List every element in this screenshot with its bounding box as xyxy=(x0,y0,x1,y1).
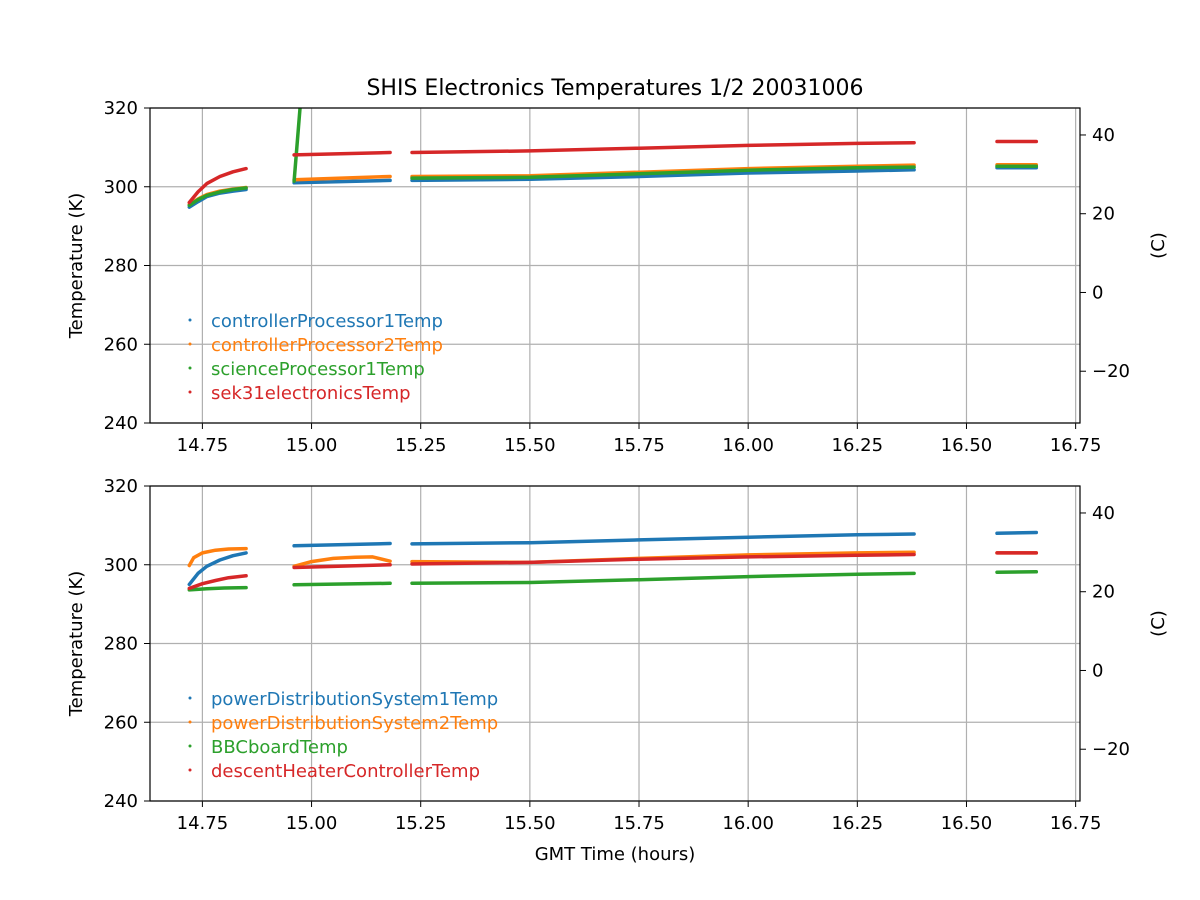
plot-area xyxy=(187,530,1039,592)
legend-marker xyxy=(188,720,192,724)
series-3-segment xyxy=(292,150,392,157)
top-panel: 14.75 15.00 15.25 15.50 15.75 16.00 16.25 16.50… xyxy=(66,98,1169,456)
x-tick-label: 16.25 xyxy=(832,813,884,834)
series-0-segment xyxy=(187,551,248,587)
y2-tick-label: 20 xyxy=(1092,582,1115,603)
legend-entry: scienceProcessor1Temp xyxy=(211,359,425,380)
x-tick-label: 16.00 xyxy=(722,813,774,834)
series-0-segment xyxy=(410,532,916,546)
legend-marker xyxy=(188,768,192,772)
x-tick-label: 16.75 xyxy=(1050,435,1102,456)
y2-tick-label: 0 xyxy=(1092,660,1103,681)
y-tick-label: 240 xyxy=(104,791,138,812)
bottom-panel: 14.75 15.00 15.25 15.50 15.75 16.00 16.25 16.50… xyxy=(66,476,1169,834)
y2-tick-label: 20 xyxy=(1092,204,1115,225)
legend-entry: BBCboardTemp xyxy=(211,737,348,758)
y2-tick-label: −20 xyxy=(1092,361,1130,382)
plot-area xyxy=(187,108,1039,209)
y2-tick-label: 40 xyxy=(1092,503,1115,524)
y2-tick-label: 40 xyxy=(1092,125,1115,146)
x-tick-label: 15.75 xyxy=(613,435,665,456)
series-1-segment xyxy=(187,546,248,568)
x-tick-label: 16.00 xyxy=(722,435,774,456)
legend-entry: descentHeaterControllerTemp xyxy=(211,761,480,782)
series-1-segment xyxy=(292,174,392,182)
series-2-segment xyxy=(292,581,392,587)
axes-frame xyxy=(149,485,1081,802)
x-tick-label: 15.00 xyxy=(286,813,338,834)
y2-axis-label: (C) xyxy=(1148,232,1169,259)
y-tick-label: 240 xyxy=(104,413,138,434)
y-tick-label: 260 xyxy=(104,712,138,733)
series-3-segment xyxy=(292,563,392,570)
series-2-segment xyxy=(410,165,916,180)
y-tick-label: 320 xyxy=(104,98,138,119)
legend-entry: powerDistributionSystem2Temp xyxy=(211,713,498,734)
x-tick-label: 16.25 xyxy=(832,435,884,456)
x-tick-label: 16.50 xyxy=(941,435,993,456)
x-tick-label: 14.75 xyxy=(177,435,229,456)
series-0-segment xyxy=(410,168,916,183)
legend-marker xyxy=(188,696,192,700)
series-1-segment xyxy=(292,555,392,569)
x-tick-label: 15.00 xyxy=(286,435,338,456)
series-3-segment xyxy=(410,140,916,155)
x-tick-label: 15.50 xyxy=(504,435,556,456)
series-0-segment xyxy=(292,541,392,548)
series-0-segment xyxy=(292,178,392,185)
legend-marker xyxy=(188,366,192,370)
series-0-segment xyxy=(995,530,1039,536)
figure-title: SHIS Electronics Temperatures 1/2 200310… xyxy=(366,76,863,101)
x-tick-label: 15.25 xyxy=(395,813,447,834)
x-axis-label: GMT Time (hours) xyxy=(535,844,696,865)
y-tick-label: 300 xyxy=(104,177,138,198)
legend-marker xyxy=(188,318,192,322)
legend-entry: controllerProcessor1Temp xyxy=(211,311,443,332)
y2-axis-label: (C) xyxy=(1148,610,1169,637)
series-3-segment xyxy=(410,552,916,566)
x-tick-label: 16.75 xyxy=(1050,813,1102,834)
x-tick-label: 14.75 xyxy=(177,813,229,834)
legend-entry: sek31electronicsTemp xyxy=(211,383,411,404)
series-2-segment xyxy=(187,585,248,592)
series-3-segment xyxy=(187,166,248,205)
legend-marker xyxy=(188,390,192,394)
series-2-segment xyxy=(410,571,916,586)
y2-tick-label: 0 xyxy=(1092,282,1103,303)
y-tick-label: 280 xyxy=(104,256,138,277)
series-3-segment xyxy=(187,574,248,591)
y-tick-label: 280 xyxy=(104,634,138,655)
legend-marker xyxy=(188,744,192,748)
x-tick-label: 15.25 xyxy=(395,435,447,456)
y-tick-label: 300 xyxy=(104,555,138,576)
legend-marker xyxy=(188,342,192,346)
legend-entry: powerDistributionSystem1Temp xyxy=(211,689,498,710)
x-tick-label: 15.50 xyxy=(504,813,556,834)
x-tick-label: 15.75 xyxy=(613,813,665,834)
y-axis-label: Temperature (K) xyxy=(66,193,87,340)
axes-frame xyxy=(149,107,1081,424)
y-axis-label: Temperature (K) xyxy=(66,571,87,718)
series-2-segment xyxy=(187,186,248,208)
x-tick-label: 16.50 xyxy=(941,813,993,834)
legend-entry: controllerProcessor2Temp xyxy=(211,335,443,356)
y-tick-label: 320 xyxy=(104,476,138,497)
y2-tick-label: −20 xyxy=(1092,739,1130,760)
y-tick-label: 260 xyxy=(104,334,138,355)
